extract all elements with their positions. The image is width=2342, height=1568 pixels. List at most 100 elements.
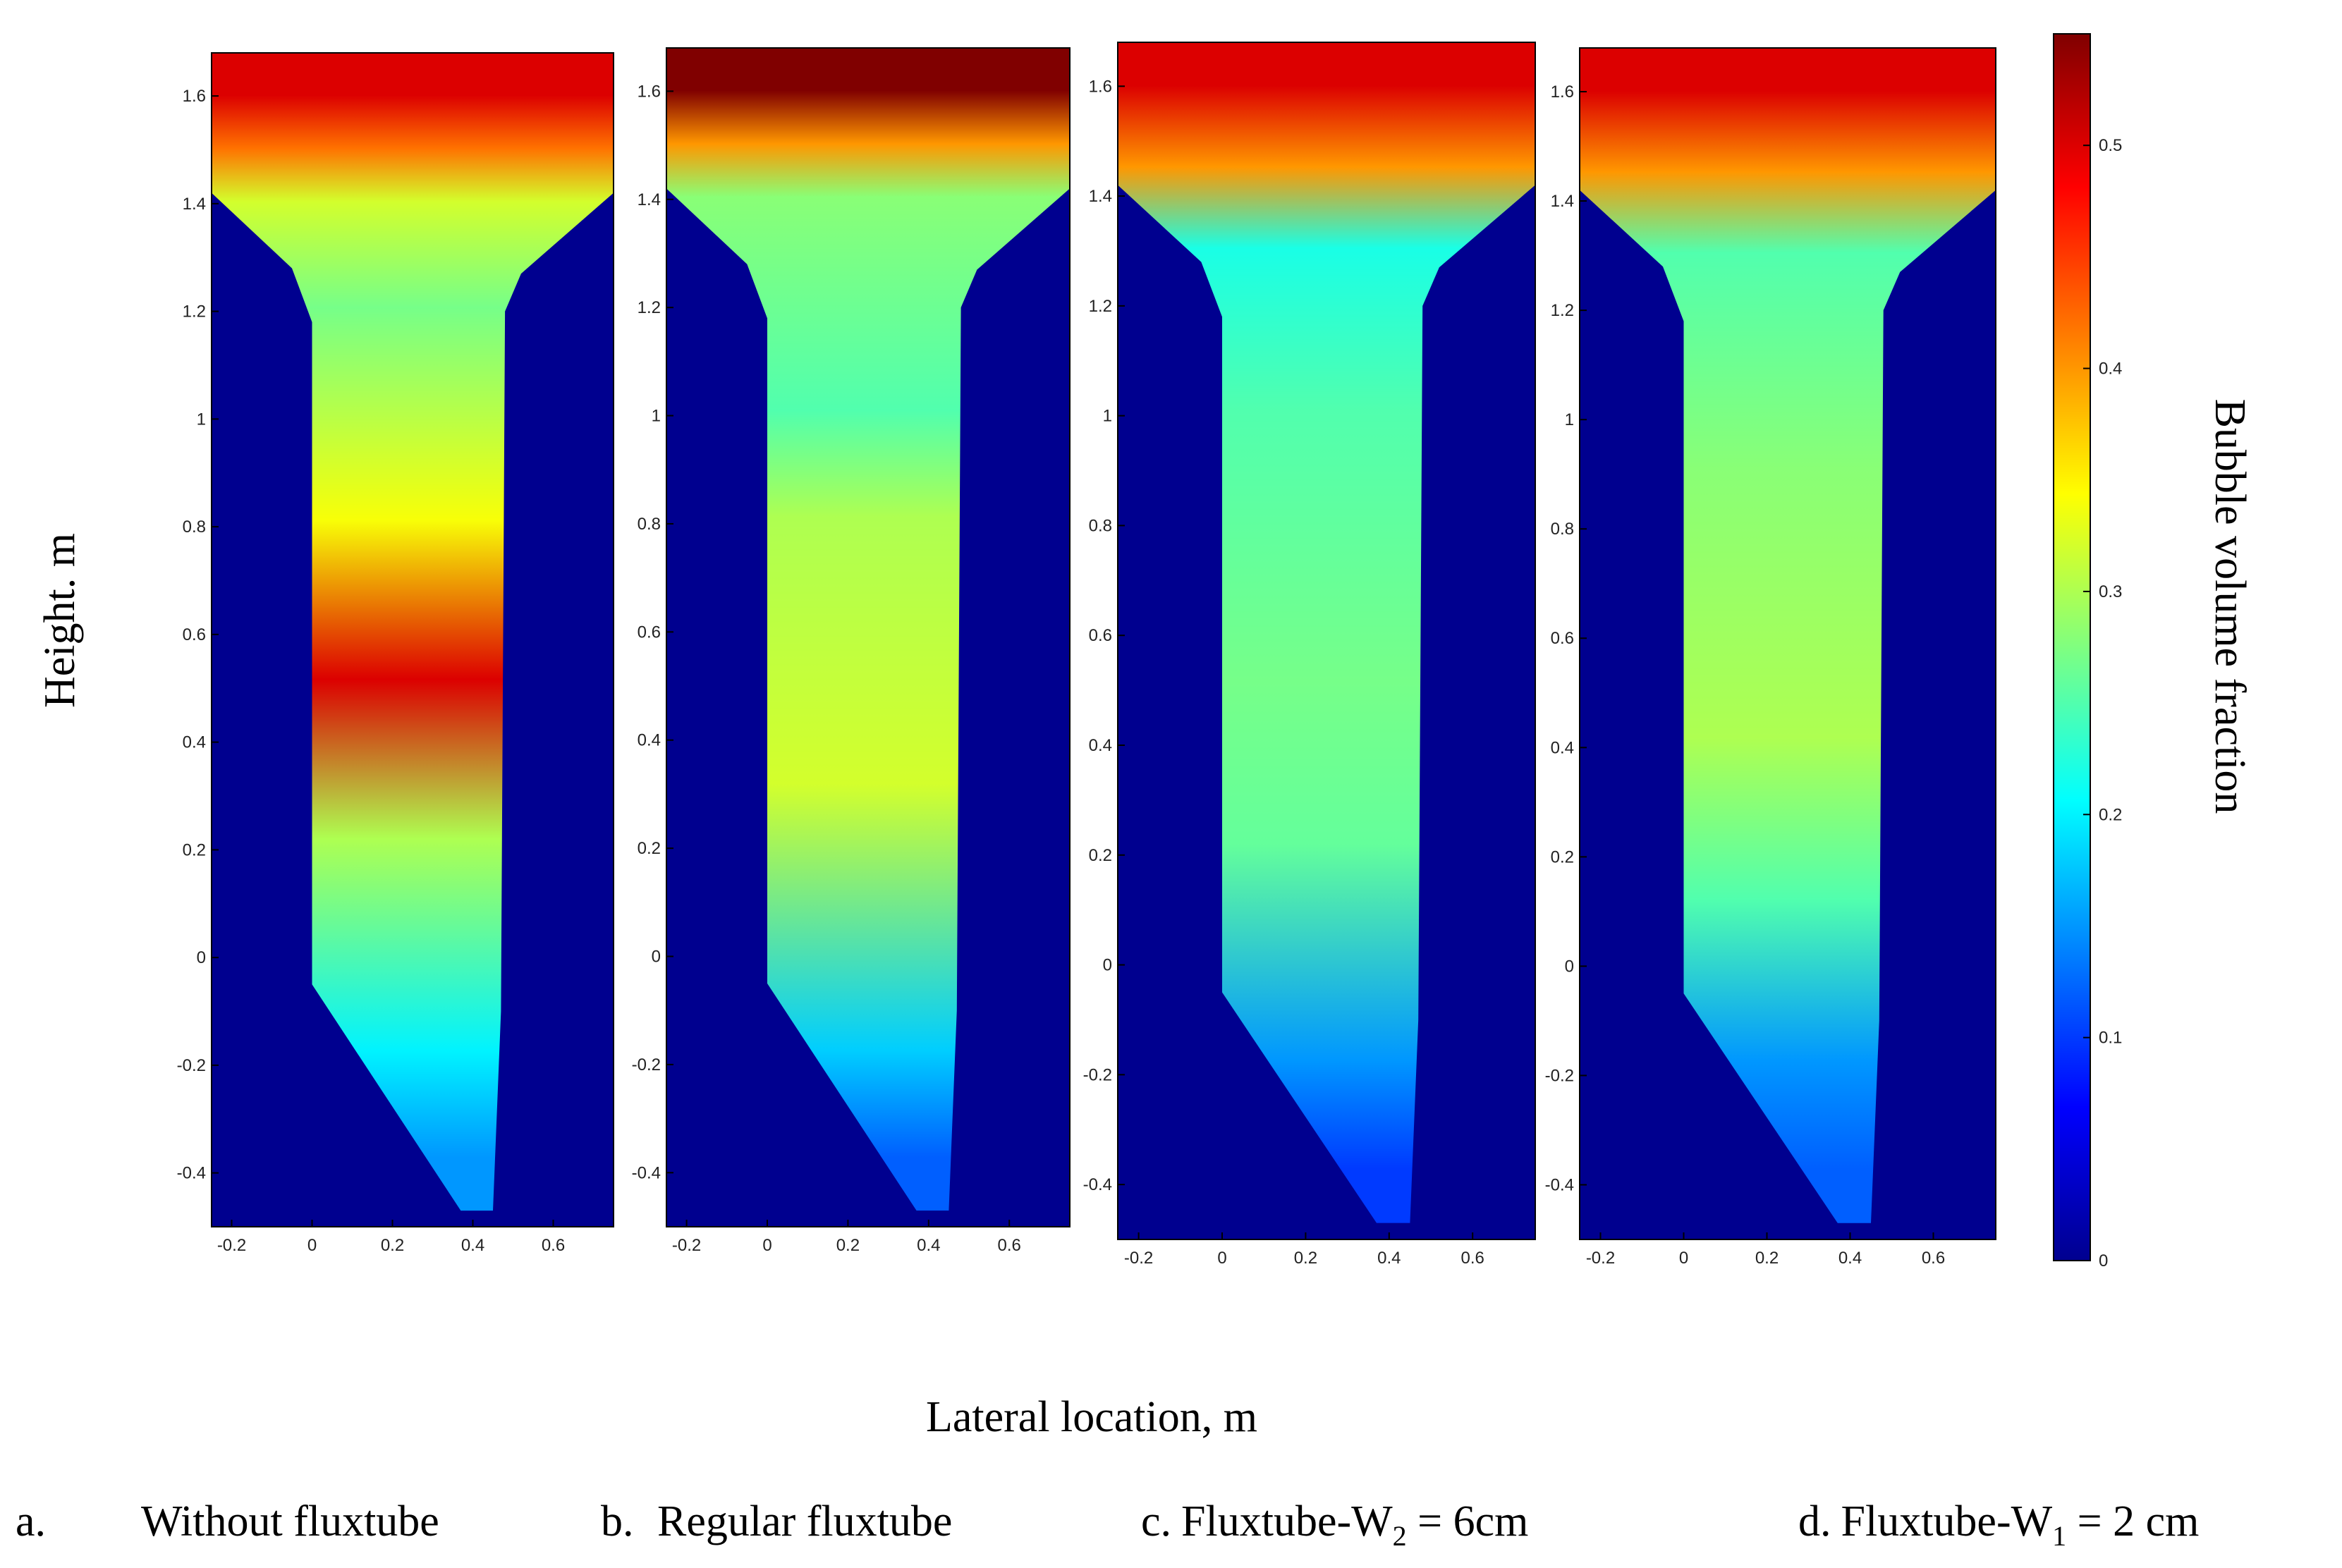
panel-a-ytick-label: -0.2 (177, 1056, 206, 1075)
panel-c-frame (1117, 42, 1536, 1240)
caption-d-sub: 1 (2052, 1520, 2066, 1552)
panel-c-xtick-label: 0 (1217, 1249, 1226, 1268)
panel-c-ytick-label: 1 (1103, 407, 1112, 426)
panel-d-ytick-label: 1 (1565, 410, 1574, 429)
panel-d-ytick-label: 0.2 (1551, 847, 1574, 866)
panel-c-xtick-label: 0.4 (1377, 1249, 1401, 1268)
captions: a. Without fluxtube b. Regular fluxtube … (16, 1497, 2199, 1552)
panel-d-ytick-label: 0.8 (1551, 520, 1574, 539)
panel-a-ytick-label: 0.4 (183, 733, 206, 752)
panel-b-ytick-label: 1.6 (638, 82, 661, 101)
panel-b-ytick-label: -0.4 (632, 1163, 661, 1182)
panel-b-ytick-label: 0.4 (638, 731, 661, 750)
panel-a-fluid-region (212, 53, 614, 1211)
panel-b-xtick-label: -0.2 (672, 1236, 701, 1255)
caption-c-suffix: = 6cm (1407, 1497, 1529, 1545)
caption-b: Regular fluxtube (657, 1497, 952, 1545)
panel-a-xtick-label: -0.2 (217, 1236, 246, 1255)
panel-a-ytick-label: 1.4 (183, 195, 206, 214)
panel-d-frame (1579, 47, 1996, 1240)
panel-b-ytick-label: 0.6 (638, 623, 661, 642)
panel-c-ytick-label: 0.8 (1089, 516, 1112, 535)
colorbar-ticks: 0 0.1 0.2 0.3 0.4 0.5 (2083, 136, 2122, 1270)
panel-a-xtick-label: 0.2 (381, 1236, 404, 1255)
panel-b-ytick-label: 1.2 (638, 298, 661, 317)
panel-b-ytick-label: 0 (652, 948, 661, 967)
caption-c: c. Fluxtube-W2 = 6cm (1141, 1497, 1528, 1552)
panel-b-xtick-label: 0 (762, 1236, 771, 1255)
panel-c-fluid-region (1118, 42, 1535, 1223)
caption-d-prefix: d. (1798, 1497, 1831, 1545)
colorbar: 0 0.1 0.2 0.3 0.4 0.5 Bubble volume fraction (2053, 33, 2254, 1270)
panel-b-xtick-label: 0.6 (998, 1236, 1021, 1255)
panel-a-xtick-label: 0.4 (461, 1236, 484, 1255)
panel-d-ytick-label: 0 (1565, 957, 1574, 976)
panel-c-ytick-label: -0.2 (1083, 1065, 1112, 1084)
panel-d-ytick-label: 0.4 (1551, 738, 1574, 757)
panel-a-ytick-label: 0.6 (183, 625, 206, 644)
caption-a: Without fluxtube (141, 1497, 439, 1545)
y-axis-label: Height. m (36, 533, 84, 708)
panel-d-ytick-label: 1.4 (1551, 192, 1574, 211)
panel-b-ytick-label: 1.4 (638, 190, 661, 209)
panel-d-xtick-label: -0.2 (1586, 1249, 1615, 1268)
panel-a-frame (211, 52, 614, 1227)
panel-b-ytick-label: 0.2 (638, 839, 661, 858)
panel-d-xtick-label: 0.2 (1755, 1249, 1779, 1268)
colorbar-tick-label: 0 (2099, 1251, 2108, 1270)
panel-d-ytick-label: 1.6 (1551, 82, 1574, 102)
panel-a-ytick-label: 0.8 (183, 517, 206, 537)
colorbar-tick-label: 0.5 (2099, 136, 2122, 155)
panel-a-ytick-label: 1.6 (183, 87, 206, 106)
colorbar-gradient (2053, 33, 2091, 1261)
colorbar-tick-label: 0.1 (2099, 1029, 2122, 1048)
panel-d-ytick-label: -0.4 (1545, 1175, 1574, 1194)
panel-c-ytick-label: 0 (1103, 956, 1112, 975)
panel-c-ytick-label: 1.2 (1089, 297, 1112, 316)
heatmap-panel-a: -0.4 -0.2 0 0.2 0.4 0.6 0.8 1 1.2 1.4 1.6 -0.2 0 0.2 0… (177, 52, 614, 1255)
panel-b-xtick-label: 0.2 (836, 1236, 860, 1255)
colorbar-tick-label: 0.2 (2099, 805, 2122, 824)
panel-c-ytick-label: -0.4 (1083, 1175, 1112, 1194)
caption-b-prefix: b. (601, 1497, 634, 1545)
x-axis-label: Lateral location, m (926, 1393, 1257, 1441)
panel-d-ytick-label: 0.6 (1551, 629, 1574, 648)
panel-c-ytick-label: 1.6 (1089, 77, 1112, 96)
panel-d-fluid-region (1580, 48, 1996, 1223)
caption-d-text: Fluxtube-W (1841, 1497, 2053, 1545)
panel-c-ytick-label: 1.4 (1089, 187, 1112, 206)
panel-d-ytick-label: -0.2 (1545, 1066, 1574, 1085)
heatmap-panel-b: -0.4 -0.2 0 0.2 0.4 0.6 0.8 1 1.2 1.4 1.6 -0.2 0 0.2 0… (632, 47, 1071, 1255)
caption-d-suffix: = 2 cm (2066, 1497, 2199, 1545)
panel-a-ytick-label: 0 (197, 948, 206, 967)
heatmap-panel-c: -0.4 -0.2 0 0.2 0.4 0.6 0.8 1 1.2 1.4 1.6 -0.2 0 0.2 0… (1083, 42, 1536, 1268)
heatmap-panel-d: -0.4 -0.2 0 0.2 0.4 0.6 0.8 1 1.2 1.4 1.6 -0.2 0 0.2 0… (1545, 47, 1996, 1268)
panel-a-xtick-label: 0.6 (542, 1236, 565, 1255)
panel-d-xtick-label: 0 (1679, 1249, 1688, 1268)
colorbar-tick-label: 0.4 (2099, 360, 2122, 379)
colorbar-tick-label: 0.3 (2099, 582, 2122, 601)
panel-a-ytick-label: 1 (197, 410, 206, 429)
panel-b-frame (666, 47, 1071, 1227)
panel-a-ytick-label: 0.2 (183, 840, 206, 859)
panel-c-xtick-label: -0.2 (1124, 1249, 1153, 1268)
panel-c-xtick-label: 0.2 (1294, 1249, 1317, 1268)
caption-c-sub: 2 (1393, 1520, 1407, 1552)
panel-a-ytick-label: -0.4 (177, 1164, 206, 1183)
panel-d-xtick-label: 0.4 (1838, 1249, 1862, 1268)
panel-b-xtick-label: 0.4 (917, 1236, 940, 1255)
panel-a-xtick-label: 0 (307, 1236, 317, 1255)
panel-b-ytick-label: -0.2 (632, 1055, 661, 1074)
panel-c-xtick-label: 0.6 (1461, 1249, 1484, 1268)
panel-d-xtick-label: 0.6 (1922, 1249, 1945, 1268)
colorbar-label: Bubble volume fraction (2206, 399, 2254, 814)
caption-d: d. Fluxtube-W1 = 2 cm (1798, 1497, 2199, 1552)
panel-c-ytick-label: 0.2 (1089, 846, 1112, 865)
panel-b-ytick-label: 1 (652, 407, 661, 426)
caption-a-prefix: a. (16, 1497, 46, 1545)
panel-d-ytick-label: 1.2 (1551, 301, 1574, 320)
panel-b-ytick-label: 0.8 (638, 515, 661, 534)
caption-c-text: Fluxtube-W (1181, 1497, 1393, 1545)
panel-c-ytick-label: 0.6 (1089, 626, 1112, 645)
